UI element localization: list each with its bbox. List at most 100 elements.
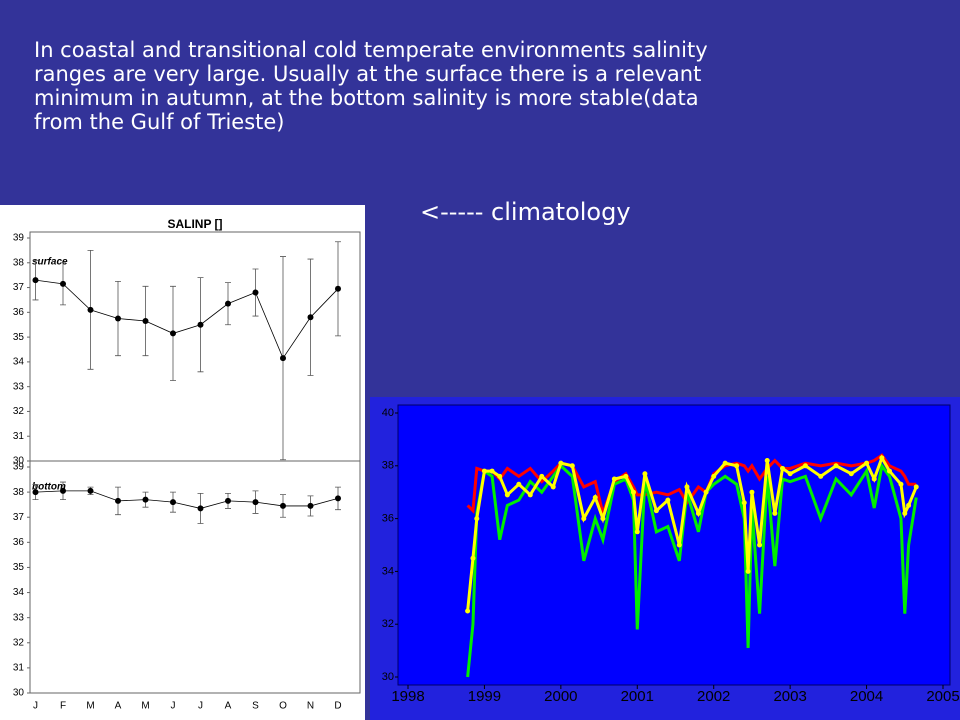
x-tick-label: 2002	[697, 688, 730, 705]
point	[307, 314, 314, 321]
y-tick-label: 38	[382, 460, 394, 472]
point	[197, 505, 204, 512]
series-point	[741, 500, 747, 506]
series-point	[787, 471, 793, 477]
series-point	[887, 468, 892, 474]
y-tick-label: 32	[382, 618, 394, 630]
point	[142, 496, 149, 503]
series-point	[550, 484, 556, 490]
chart-title: SALINP []	[167, 217, 222, 231]
point	[60, 487, 66, 494]
y-tick-label: 34	[13, 357, 25, 368]
panel-label: surface	[32, 257, 68, 268]
series-point	[818, 473, 824, 479]
point	[60, 280, 66, 287]
point	[87, 487, 94, 494]
y-tick-label: 36	[13, 307, 25, 318]
left-chart-bg	[0, 205, 365, 720]
y-tick-label: 39	[13, 462, 25, 473]
series-point	[772, 510, 778, 516]
point	[142, 318, 149, 325]
y-tick-label: 32	[13, 637, 25, 648]
series-point	[539, 473, 545, 479]
point	[225, 497, 231, 504]
series-point	[630, 489, 636, 495]
series-point	[474, 516, 480, 522]
x-tick-label: A	[225, 701, 232, 712]
y-tick-label: 36	[13, 537, 25, 548]
point	[115, 315, 121, 322]
series-point	[653, 508, 659, 514]
series-point	[734, 463, 740, 469]
line	[35, 279, 339, 360]
y-tick-label: 37	[13, 282, 25, 293]
series-point	[600, 516, 606, 522]
series-point	[676, 542, 682, 548]
series-point	[722, 460, 728, 466]
series-point	[745, 568, 751, 574]
point	[32, 489, 39, 496]
y-tick-label: 34	[13, 587, 25, 598]
intro-line: ranges are very large. Usually at the su…	[34, 62, 702, 86]
series-point	[558, 460, 564, 466]
panel-frame	[29, 460, 361, 694]
x-tick-label: 2000	[544, 688, 577, 705]
x-tick-label: 1998	[391, 688, 424, 705]
series-point	[898, 481, 904, 487]
series-point	[611, 476, 617, 482]
point	[32, 277, 39, 284]
series-point	[879, 455, 885, 461]
x-tick-label: J	[198, 701, 203, 712]
y-tick-label: 31	[13, 431, 25, 442]
y-tick-label: 35	[13, 562, 25, 573]
point	[225, 300, 231, 307]
y-tick-label: 30	[13, 688, 25, 699]
line	[35, 490, 339, 509]
series-point	[749, 489, 755, 495]
series-point	[623, 473, 629, 479]
intro-line: minimum in autumn, at the bottom salinit…	[34, 86, 699, 110]
intro-text: In coastal and transitional cold tempera…	[34, 38, 708, 134]
intro-line: from the Gulf of Trieste)	[34, 110, 285, 134]
series-line	[466, 453, 917, 519]
x-tick-label: 2001	[621, 688, 654, 705]
series-point	[902, 510, 908, 516]
series-point	[470, 555, 476, 561]
x-tick-label: 2003	[773, 688, 806, 705]
x-tick-label: J	[171, 701, 176, 712]
point	[87, 306, 94, 313]
point	[197, 321, 204, 328]
series-point	[592, 494, 598, 500]
y-tick-label: 33	[13, 381, 25, 392]
x-tick-label: N	[307, 701, 314, 712]
x-tick-label: 2005	[926, 688, 959, 705]
point	[252, 289, 259, 296]
series-point	[569, 463, 575, 469]
series-point	[764, 458, 770, 464]
y-tick-label: 36	[382, 513, 394, 525]
x-tick-label: A	[115, 701, 122, 712]
y-tick-label: 30	[382, 671, 394, 683]
series-point	[864, 460, 870, 466]
series-point	[684, 484, 690, 490]
climatology-note: <----- climatology	[420, 198, 631, 226]
y-tick-label: 40	[382, 407, 394, 419]
series-point	[848, 471, 854, 477]
series-point	[711, 473, 717, 479]
series-point	[634, 529, 640, 535]
intro-line: In coastal and transitional cold tempera…	[34, 38, 708, 62]
point	[170, 330, 176, 337]
series-point	[642, 471, 648, 477]
series-line	[466, 462, 918, 678]
series-point	[504, 492, 510, 498]
point	[170, 499, 176, 506]
y-tick-label: 35	[13, 332, 25, 343]
y-tick-label: 38	[13, 257, 25, 268]
series-point	[802, 463, 808, 469]
series-point	[489, 468, 495, 474]
x-tick-label: J	[33, 701, 38, 712]
panel-label: bottom	[32, 482, 66, 493]
y-tick-label: 30	[13, 456, 25, 467]
